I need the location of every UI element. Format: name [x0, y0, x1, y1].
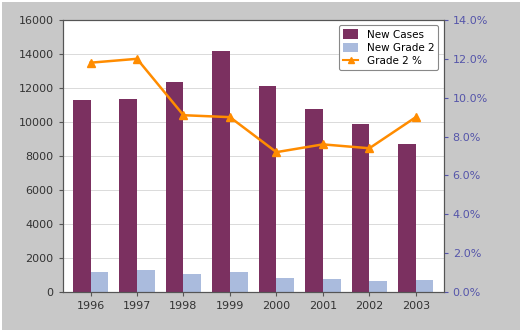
Bar: [166, 82, 183, 292]
Bar: [370, 281, 387, 292]
Grade 2 %: [87, 61, 93, 65]
Bar: [120, 99, 137, 292]
Grade 2 %: [366, 146, 373, 150]
Grade 2 %: [180, 113, 186, 117]
Bar: [398, 144, 416, 292]
Bar: [323, 279, 340, 292]
Bar: [90, 272, 108, 292]
Grade 2 %: [134, 57, 140, 61]
Grade 2 %: [320, 142, 326, 146]
Bar: [137, 270, 155, 292]
Grade 2 %: [274, 150, 280, 154]
Bar: [73, 100, 90, 292]
Bar: [277, 278, 294, 292]
Grade 2 %: [413, 115, 419, 119]
Grade 2 %: [227, 115, 233, 119]
Bar: [230, 272, 247, 292]
Bar: [416, 280, 433, 292]
Bar: [183, 274, 201, 292]
Bar: [352, 124, 370, 292]
Bar: [212, 50, 230, 292]
Bar: [259, 86, 277, 292]
Bar: [305, 109, 323, 292]
Line: Grade 2 %: Grade 2 %: [86, 55, 420, 156]
Legend: New Cases, New Grade 2, Grade 2 %: New Cases, New Grade 2, Grade 2 %: [339, 25, 438, 70]
